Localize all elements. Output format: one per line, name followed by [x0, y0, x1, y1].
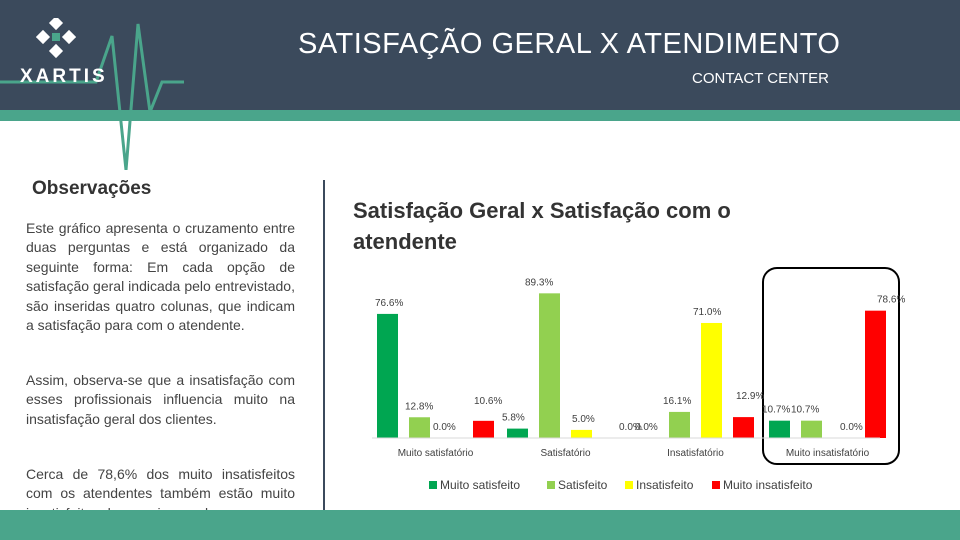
data-label: 16.1% [663, 396, 691, 407]
heartbeat-line-icon [0, 23, 184, 170]
bar [769, 420, 790, 438]
data-label: 71.0% [693, 307, 721, 318]
legend-swatch [625, 481, 633, 489]
bar [473, 420, 494, 438]
data-label: 0.0% [619, 422, 642, 433]
brand-name: XARTIS [20, 66, 108, 87]
legend-swatch [429, 481, 437, 489]
data-label: 10.6% [474, 396, 502, 407]
legend-label: Muito satisfeito [440, 478, 520, 492]
bar [409, 417, 430, 438]
data-label: 12.9% [736, 391, 764, 402]
legend-label: Satisfeito [558, 478, 608, 492]
legend-label: Muito insatisfeito [723, 478, 813, 492]
bar [801, 420, 822, 438]
category-label: Satisfatório [540, 448, 590, 459]
data-label: 0.0% [635, 422, 658, 433]
data-label: 5.0% [572, 414, 595, 425]
bar [669, 411, 690, 438]
header-bar [0, 0, 960, 110]
chart-title: Satisfação Geral x Satisfação com o aten… [353, 198, 731, 254]
bar [539, 293, 560, 438]
bar [865, 310, 886, 438]
data-label: 89.3% [525, 277, 553, 288]
page-title: SATISFAÇÃO GERAL X ATENDIMENTO [298, 28, 841, 60]
legend-label: Insatisfeito [636, 478, 694, 492]
observation-paragraph-1: Este gráfico apresenta o cruzamento entr… [26, 220, 295, 334]
bar [701, 322, 722, 438]
bar [571, 429, 592, 438]
data-label: 76.6% [375, 298, 403, 309]
data-label: 10.7% [791, 405, 819, 416]
observation-paragraph-2: Assim, observa-se que a insatisfação com… [26, 372, 295, 427]
header-accent-band [0, 110, 960, 121]
page-subtitle: CONTACT CENTER [692, 70, 829, 87]
data-label: 0.0% [840, 422, 863, 433]
footer-band [0, 510, 960, 540]
data-label: 12.8% [405, 401, 433, 412]
observations-title: Observações [32, 178, 152, 199]
section-divider [323, 180, 325, 515]
category-label: Muito satisfatório [398, 448, 474, 459]
bar [733, 417, 754, 438]
data-label: 5.8% [502, 413, 525, 424]
legend-swatch [712, 481, 720, 489]
bar [507, 428, 528, 438]
legend-swatch [547, 481, 555, 489]
data-label: 10.7% [762, 405, 790, 416]
bar [377, 313, 398, 438]
xartis-logo-icon [36, 18, 76, 59]
data-label: 0.0% [433, 422, 456, 433]
category-label: Muito insatisfatório [786, 448, 870, 459]
highlight-frame [762, 267, 900, 465]
data-label: 78.6% [877, 295, 905, 306]
category-label: Insatisfatório [667, 448, 724, 459]
